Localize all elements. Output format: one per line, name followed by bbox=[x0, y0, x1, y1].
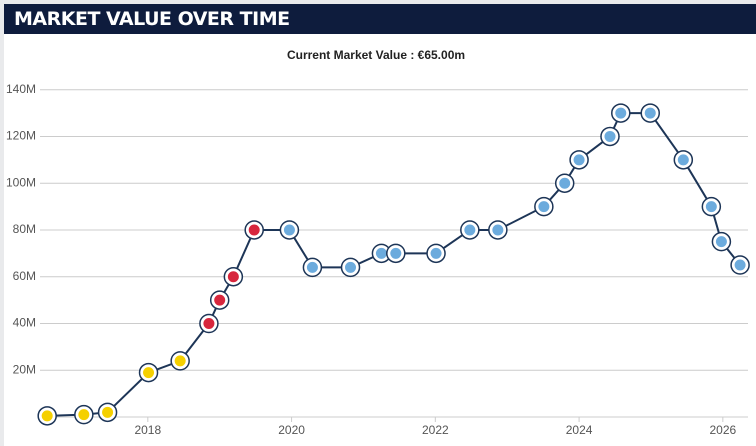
club-badge bbox=[614, 106, 628, 120]
club-badge bbox=[305, 260, 319, 274]
y-tick-label: 120M bbox=[6, 129, 36, 143]
club-badge bbox=[389, 246, 403, 260]
club-badge bbox=[40, 409, 54, 423]
club-badge bbox=[374, 246, 388, 260]
x-tick-label: 2018 bbox=[134, 423, 161, 437]
club-badge bbox=[202, 316, 216, 330]
club-badge bbox=[733, 258, 747, 272]
club-badge bbox=[247, 223, 261, 237]
club-badge bbox=[101, 405, 115, 419]
x-tick-label: 2026 bbox=[709, 423, 736, 437]
club-badge bbox=[142, 366, 156, 380]
x-tick-label: 2022 bbox=[422, 423, 449, 437]
club-badge bbox=[429, 246, 443, 260]
y-tick-label: 100M bbox=[6, 175, 36, 189]
club-badge bbox=[213, 293, 227, 307]
y-tick-label: 140M bbox=[6, 82, 36, 96]
club-badge bbox=[463, 223, 477, 237]
club-badge bbox=[491, 223, 505, 237]
club-badge bbox=[603, 129, 617, 143]
y-tick-label: 80M bbox=[13, 222, 36, 236]
x-tick-label: 2024 bbox=[566, 423, 593, 437]
club-badge bbox=[714, 235, 728, 249]
club-badge bbox=[344, 260, 358, 274]
y-tick-label: 20M bbox=[13, 362, 36, 376]
club-badge bbox=[676, 153, 690, 167]
y-tick-label: 40M bbox=[13, 316, 36, 330]
x-tick-label: 2020 bbox=[278, 423, 305, 437]
club-badge bbox=[226, 270, 240, 284]
y-tick-label: 60M bbox=[13, 269, 36, 283]
club-badge bbox=[643, 106, 657, 120]
club-badge bbox=[282, 223, 296, 237]
chart-bg bbox=[4, 34, 756, 446]
club-badge bbox=[173, 354, 187, 368]
chart: Current Market Value : €65.00m 20M 40M 60M… bbox=[4, 34, 756, 446]
chart-subtitle: Current Market Value : €65.00m bbox=[287, 48, 465, 62]
club-badge bbox=[537, 200, 551, 214]
club-badge bbox=[558, 176, 572, 190]
club-badge bbox=[704, 200, 718, 214]
header-title: MARKET VALUE OVER TIME bbox=[4, 4, 756, 34]
club-badge bbox=[572, 153, 586, 167]
club-badge bbox=[77, 408, 91, 422]
